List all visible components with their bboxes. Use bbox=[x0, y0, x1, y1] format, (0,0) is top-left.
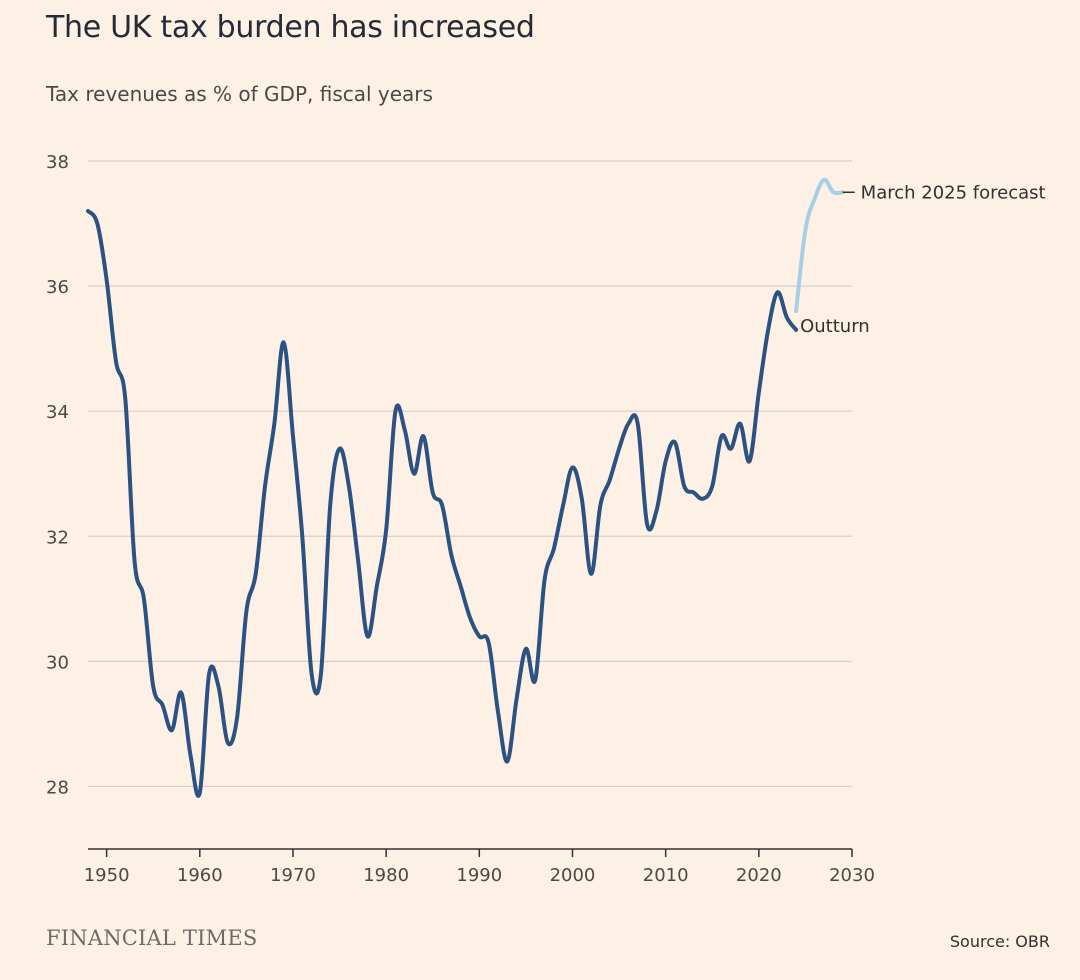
x-tick-label: 1960 bbox=[177, 865, 223, 886]
x-tick-label: 2030 bbox=[829, 865, 875, 886]
y-tick-label: 28 bbox=[46, 777, 69, 798]
x-tick-label: 1990 bbox=[456, 865, 502, 886]
forecast-label: March 2025 forecast bbox=[861, 182, 1046, 203]
y-tick-label: 30 bbox=[46, 652, 69, 673]
y-tick-label: 38 bbox=[46, 152, 69, 173]
grid-lines bbox=[88, 160, 852, 788]
series-labels: Outturn March 2025 forecast bbox=[800, 182, 1046, 337]
forecast-line bbox=[794, 177, 845, 314]
x-tick-label: 1980 bbox=[363, 865, 409, 886]
x-tick-label: 2010 bbox=[643, 865, 689, 886]
y-tick-label: 34 bbox=[46, 402, 69, 423]
chart-subtitle: Tax revenues as % of GDP, fiscal years bbox=[46, 82, 433, 106]
source-note: Source: OBR bbox=[949, 932, 1050, 951]
series-lines bbox=[86, 177, 845, 798]
x-tick-label: 1950 bbox=[84, 865, 130, 886]
y-tick-label: 32 bbox=[46, 527, 69, 548]
x-tick-label: 1970 bbox=[270, 865, 316, 886]
y-axis: 28 30 32 34 36 38 bbox=[46, 152, 69, 798]
y-tick-label: 36 bbox=[46, 277, 69, 298]
outturn-line bbox=[86, 209, 799, 798]
x-tick-label: 2020 bbox=[736, 865, 782, 886]
x-axis: 1950 1960 1970 1980 1990 2000 2010 2020 2030 bbox=[84, 848, 875, 886]
financial-times-logo: FINANCIAL TIMES bbox=[46, 926, 258, 950]
line-chart: 28 30 32 34 36 38 1950 1960 1970 1980 1990 2000 201… bbox=[46, 152, 1046, 886]
chart-title: The UK tax burden has increased bbox=[46, 10, 535, 45]
outturn-label: Outturn bbox=[800, 316, 870, 337]
x-tick-label: 2000 bbox=[550, 865, 596, 886]
